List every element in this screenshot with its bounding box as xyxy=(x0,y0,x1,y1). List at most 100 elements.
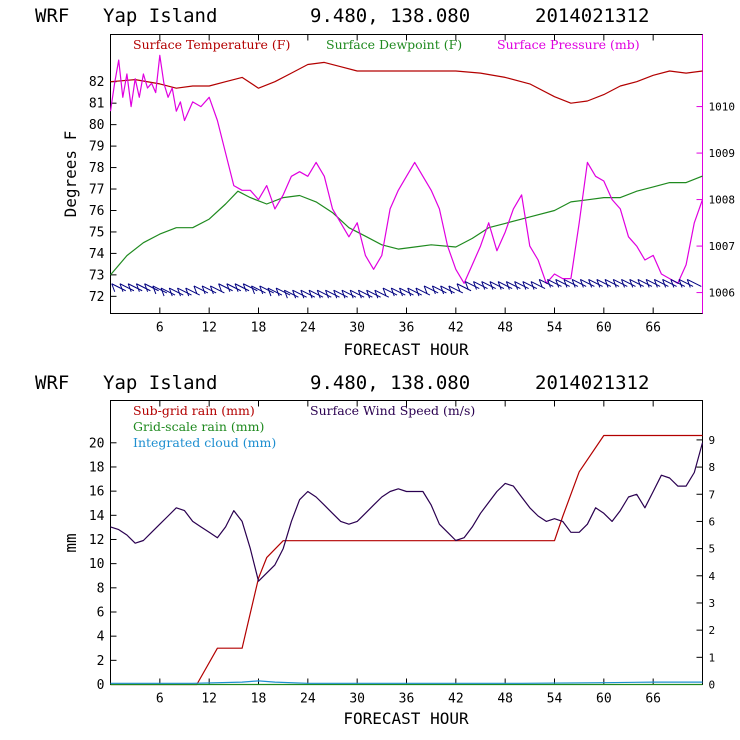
chart1-wind-barb xyxy=(325,289,340,298)
chart1-wind-barb-flag xyxy=(127,283,132,292)
chart1-wind-barb-flag xyxy=(415,287,420,297)
chart1-wind-barb-flag xyxy=(341,290,346,299)
chart1-y-tick-label: 81 xyxy=(89,97,105,112)
chart1-wind-barb-flag xyxy=(645,279,650,288)
chart1-wind-barb-flag xyxy=(390,287,395,297)
chart1-x-tick-label: 36 xyxy=(399,321,415,336)
chart1-wind-barb-flag xyxy=(226,283,231,292)
chart2-line-surface-wind-speed-m-s xyxy=(110,442,704,582)
chart1-wind-barb xyxy=(399,287,414,296)
chart1-coords: 9.480, 138.080 xyxy=(310,5,470,27)
chart2-line-sub-grid-rain-mm xyxy=(110,434,703,686)
chart1-wind-barb xyxy=(201,285,217,294)
chart1-wind-barb xyxy=(563,279,579,287)
chart1-wind-barb-flag xyxy=(193,285,198,295)
chart1-wind-barb-flag xyxy=(530,281,535,290)
chart2-coords: 9.480, 138.080 xyxy=(310,372,470,394)
chart1-wind-barb xyxy=(119,283,135,292)
chart1-wind-barb-flag xyxy=(399,287,403,297)
chart1-wind-barb xyxy=(177,287,192,296)
chart2-y-tick-label: 4 xyxy=(97,630,105,645)
chart1-line-surface-temperature-f xyxy=(110,61,703,104)
chart1-wind-barb xyxy=(415,287,431,296)
chart1-wind-barb xyxy=(341,289,357,298)
chart1-wind-barb xyxy=(144,283,159,292)
chart1-wind-barb-flag xyxy=(308,290,313,299)
chart1-wind-barb xyxy=(391,287,406,296)
chart1-wind-barb-flag xyxy=(662,279,667,288)
chart2-x-tick-label: 60 xyxy=(596,692,612,707)
chart2-axes-ticks: 6 12 18 24 30 36 42 48 54 60 660246810121416182001… xyxy=(89,400,716,707)
chart1-wind-barb-flag xyxy=(292,290,297,299)
chart2-x-tick-label: 36 xyxy=(399,692,415,707)
chart1-wind-barb xyxy=(497,281,513,290)
chart2-x-tick-label: 18 xyxy=(251,692,267,707)
chart1-wind-barb xyxy=(580,279,595,287)
chart1-wind-barb-flag xyxy=(464,281,469,290)
chart2-y-tick-label: 12 xyxy=(89,533,105,548)
chart1-y2-tick-label: 1006 xyxy=(709,287,736,300)
chart1-wind-barb xyxy=(358,289,373,298)
chart1-x-tick-label: 30 xyxy=(349,321,365,336)
chart1-wind-barb xyxy=(613,279,628,287)
chart2-x-tick-label: 30 xyxy=(349,692,365,707)
chart1-wind-barb-flag xyxy=(555,279,560,288)
chart1-wind-barb xyxy=(687,279,702,287)
chart1-wind-barb-flag xyxy=(621,279,625,288)
chart1-y-tick-label: 80 xyxy=(89,118,105,133)
chart1-wind-barb-flag xyxy=(588,279,593,288)
chart1-x-tick-label: 12 xyxy=(201,321,217,336)
chart1-y-tick-label: 73 xyxy=(89,268,105,283)
chart1-wind-barb xyxy=(251,285,266,294)
chart1-wind-barb xyxy=(547,279,562,287)
chart2-y2-tick-label: 7 xyxy=(709,488,716,501)
chart1-wind-barb xyxy=(185,287,200,296)
chart1-wind-barb-flag xyxy=(144,283,149,292)
chart1-y2-tick-label: 1009 xyxy=(709,147,736,160)
chart1-x-tick-label: 54 xyxy=(547,321,563,336)
chart2-y-tick-label: 2 xyxy=(97,654,105,669)
chart1-wind-barb xyxy=(670,279,686,287)
chart2-y2-tick-label: 5 xyxy=(709,543,716,556)
chart2-run-date: 2014021312 xyxy=(535,372,649,394)
chart1-wind-barb-flag xyxy=(456,283,461,292)
chart1-wind-barb xyxy=(308,289,324,298)
chart1-wind-barb xyxy=(514,281,529,290)
chart2-x-axis-label: FORECAST HOUR xyxy=(343,709,469,728)
chart1-legend-pressure: Surface Pressure (mb) xyxy=(497,37,640,52)
chart1-wind-barb-flag xyxy=(135,283,140,292)
chart2-y-tick-label: 8 xyxy=(97,581,105,596)
chart1-location: Yap Island xyxy=(103,5,217,27)
chart1-y-axis-label: Degrees F xyxy=(61,131,80,218)
chart2-legend-wind-speed: Surface Wind Speed (m/s) xyxy=(310,403,475,418)
chart1-wind-barb-flag xyxy=(505,281,510,290)
chart2-model: WRF xyxy=(35,372,69,394)
chart1-wind-barb-flag xyxy=(267,287,272,297)
chart1-x-tick-label: 66 xyxy=(645,321,661,336)
chart1-wind-barb-flag xyxy=(201,285,206,295)
chart2-series xyxy=(110,434,704,686)
chart2-y-axis-label: mm xyxy=(61,533,80,552)
chart1-wind-barb xyxy=(604,279,620,287)
chart1-wind-barb-flag xyxy=(563,279,568,288)
chart1-wind-barb xyxy=(317,289,332,298)
chart1-wind-barb-flag xyxy=(579,279,584,288)
chart1-wind-barb xyxy=(152,285,168,294)
chart1-x-tick-label: 60 xyxy=(596,321,612,336)
chart1-x-tick-label: 48 xyxy=(497,321,513,336)
chart1-y-tick-label: 77 xyxy=(89,183,105,198)
chart1-wind-barb-flag xyxy=(251,285,255,295)
chart1-wind-barb-flag xyxy=(423,285,428,295)
chart1-wind-barb-flag xyxy=(349,290,354,299)
chart1-wind-barb xyxy=(333,289,348,298)
chart2-y2-tick-label: 6 xyxy=(709,515,716,528)
chart1-wind-barb-flag xyxy=(234,283,239,292)
chart2-legend-gridscale-rain: Grid-scale rain (mm) xyxy=(133,419,264,434)
chart1-wind-barb-flag xyxy=(325,290,329,299)
chart1-wind-barb-flag xyxy=(160,287,165,297)
chart1-model: WRF xyxy=(35,5,69,27)
chart1-wind-barb xyxy=(522,281,538,290)
chart1-wind-barb-flag xyxy=(678,279,683,288)
chart2-x-tick-label: 12 xyxy=(201,692,217,707)
